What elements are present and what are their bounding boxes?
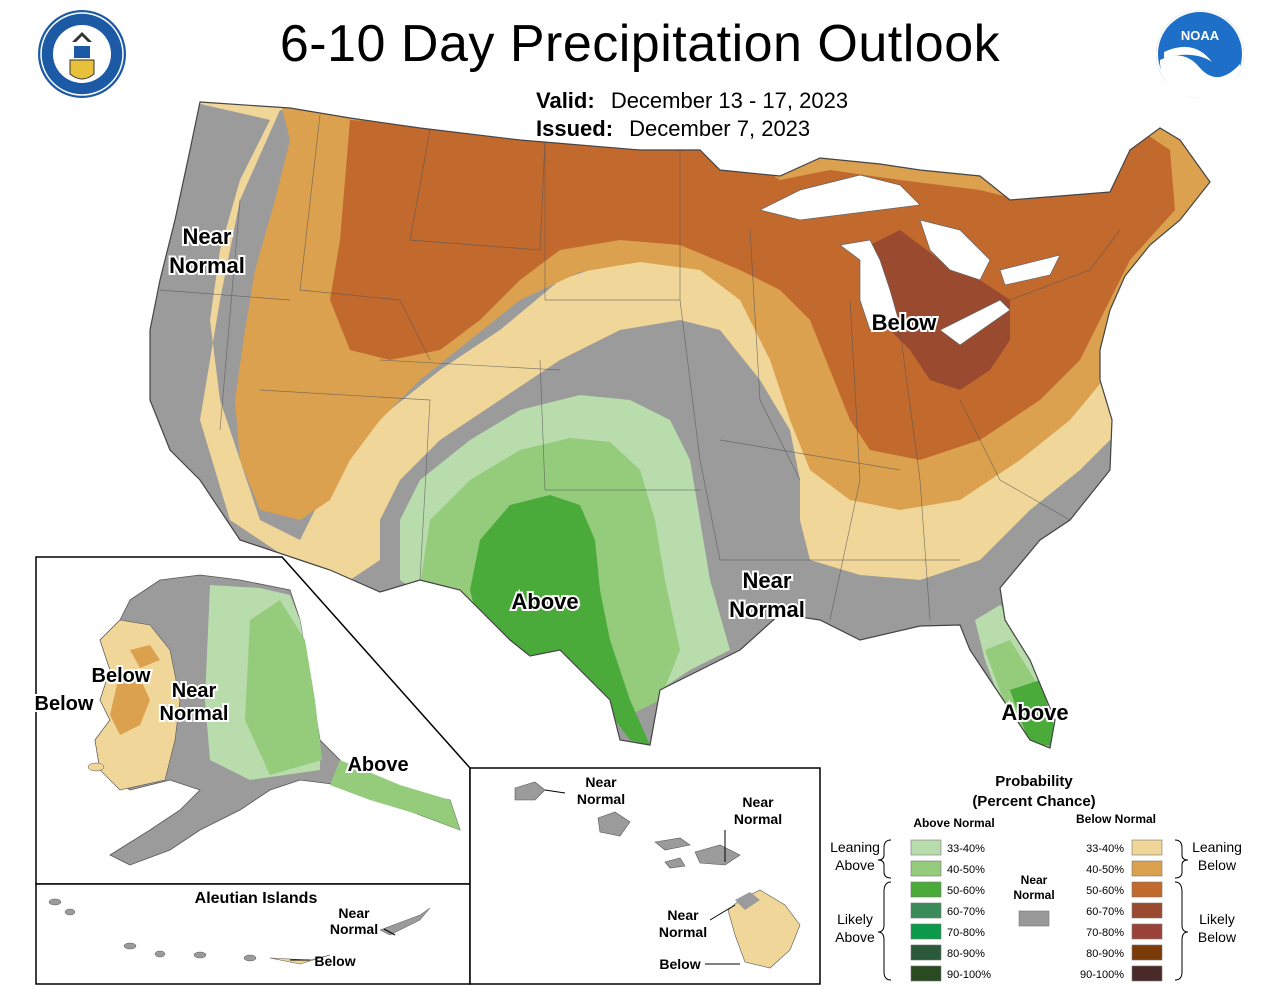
hawaii-near-label-1b: Normal [577, 791, 625, 807]
above_bins-range-3: 60-70% [947, 906, 985, 918]
issued-label: Issued: [536, 116, 614, 141]
hawaii-near-label-2a: Near [742, 794, 774, 810]
below_bins-range-4: 70-80% [1086, 927, 1124, 939]
aleutian-inset [35, 883, 471, 985]
above_bins-swatch-1 [910, 860, 942, 877]
above_bins-swatch-5 [910, 944, 942, 961]
legend-near-header-2: Normal [1013, 888, 1054, 902]
below_bins-swatch-2 [1131, 881, 1163, 898]
legend-leaning-below-2: Below [1198, 857, 1237, 873]
legend-below-header: Below Normal [1076, 812, 1156, 826]
hawaii-near-label-2b: Normal [734, 811, 782, 827]
below_bins-swatch-1 [1131, 860, 1163, 877]
valid-label: Valid: [536, 88, 595, 113]
legend-above-header: Above Normal [913, 816, 994, 830]
hawaii-below-label: Below [659, 956, 700, 972]
alaska-near-label-2: Normal [160, 703, 229, 725]
west-near-label-2: Normal [169, 253, 245, 278]
texas-above-label: Above [511, 589, 578, 614]
valid-line: Valid: December 13 - 17, 2023 [536, 88, 848, 114]
legend-leaning-above-1: Leaning [830, 839, 880, 855]
below_bins-range-0: 33-40% [1086, 843, 1124, 855]
great-lakes [758, 174, 1061, 346]
above_bins-swatch-6 [910, 965, 942, 982]
legend-title-2: (Percent Chance) [972, 793, 1095, 810]
legend-leaning-above-2: Above [835, 857, 875, 873]
alaska-inset [35, 556, 471, 885]
alaska-below-label-1: Below [92, 665, 151, 687]
legend-leaning-below-1: Leaning [1192, 839, 1242, 855]
noaa-logo-text: NOAA [1181, 28, 1220, 43]
legend-near-swatch [1018, 910, 1050, 927]
legend-likely-above-1: Likely [837, 911, 873, 927]
alaska-below-label-2: Below [35, 693, 94, 715]
above_bins-range-0: 33-40% [947, 843, 985, 855]
legend-above-bins: 33-40% 40-50% 50-60% 60-70% 70-80% 80-90% 90-1… [910, 839, 991, 982]
legend-likely-above-2: Above [835, 929, 875, 945]
legend-likely-below-1: Likely [1199, 911, 1235, 927]
aleutian-below-label: Below [314, 953, 355, 969]
aleutian-near-label-2: Normal [330, 921, 378, 937]
legend: Probability (Percent Chance) Above Norma… [830, 773, 1242, 982]
noaa-logo-icon: NOAA [1156, 10, 1244, 98]
issued-value: December 7, 2023 [629, 116, 811, 141]
above_bins-swatch-3 [910, 902, 942, 919]
legend-title-1: Probability [995, 773, 1073, 790]
legend-likely-below-2: Below [1198, 929, 1237, 945]
below_bins-swatch-4 [1131, 923, 1163, 940]
below_bins-swatch-5 [1131, 944, 1163, 961]
hawaii-inset [469, 767, 821, 985]
above_bins-range-1: 40-50% [947, 864, 985, 876]
below_bins-range-6: 90-100% [1080, 969, 1124, 981]
commerce-seal-icon [38, 10, 126, 98]
page-title: 6-10 Day Precipitation Outlook [279, 15, 1001, 73]
alaska-near-label-1: Near [172, 680, 217, 702]
above_bins-range-5: 80-90% [947, 948, 985, 960]
below_bins-swatch-3 [1131, 902, 1163, 919]
gulf-near-label-1: Near [743, 568, 792, 593]
below_bins-range-1: 40-50% [1086, 864, 1124, 876]
below_bins-range-5: 80-90% [1086, 948, 1124, 960]
west-near-label-1: Near [183, 224, 232, 249]
conus-outline [149, 101, 1211, 749]
hawaii-near-label-3a: Near [667, 907, 699, 923]
florida-above-label: Above [1001, 700, 1068, 725]
above_bins-range-2: 50-60% [947, 885, 985, 897]
gulf-near-label-2: Normal [729, 597, 805, 622]
above_bins-swatch-0 [910, 839, 942, 856]
above_bins-range-4: 70-80% [947, 927, 985, 939]
below_bins-range-3: 60-70% [1086, 906, 1124, 918]
above_bins-swatch-4 [910, 923, 942, 940]
below_bins-range-2: 50-60% [1086, 885, 1124, 897]
issued-line: Issued: December 7, 2023 [536, 116, 810, 142]
legend-below-bins: 33-40% 40-50% 50-60% 60-70% 70-80% 80-90% 90-1… [1080, 839, 1163, 982]
valid-value: December 13 - 17, 2023 [610, 88, 849, 113]
above_bins-range-6: 90-100% [947, 969, 991, 981]
great-lakes-below-label: Below [872, 310, 938, 335]
legend-near-header-1: Near [1021, 873, 1048, 887]
below_bins-swatch-6 [1131, 965, 1163, 982]
hawaii-near-label-1a: Near [585, 774, 617, 790]
aleutian-title: Aleutian Islands [195, 890, 318, 907]
aleutian-near-label-1: Near [338, 905, 370, 921]
above_bins-swatch-2 [910, 881, 942, 898]
below_bins-swatch-0 [1131, 839, 1163, 856]
alaska-above-label: Above [347, 754, 408, 776]
hawaii-near-label-3b: Normal [659, 924, 707, 940]
